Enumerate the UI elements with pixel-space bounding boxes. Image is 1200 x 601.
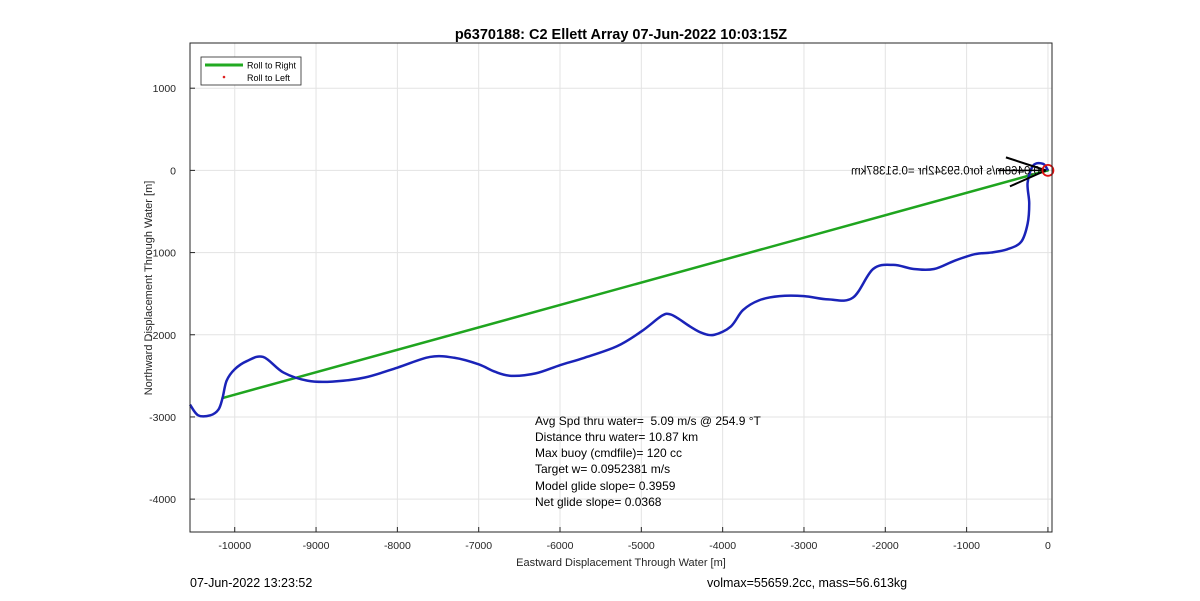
x-tick-label: -8000 bbox=[384, 540, 411, 552]
x-tick-label: -4000 bbox=[709, 540, 736, 552]
y-tick-label: 1000 bbox=[153, 83, 177, 95]
arrow-head-line bbox=[1005, 156, 1047, 172]
x-tick-label: -9000 bbox=[303, 540, 330, 552]
y-tick-label: -1000 bbox=[149, 248, 176, 260]
grid-lines bbox=[190, 43, 1052, 532]
stat-target-w: Target w= 0.0952381 m/s bbox=[535, 462, 670, 476]
x-tick-label: -3000 bbox=[791, 540, 818, 552]
axes-box bbox=[189, 42, 1053, 533]
y-tick-label: -3000 bbox=[149, 412, 176, 424]
y-tick-label: -2000 bbox=[149, 330, 176, 342]
stat-net-glide-slope: Net glide slope= 0.0368 bbox=[535, 495, 662, 509]
x-tick-label: -2000 bbox=[872, 540, 899, 552]
legend-box bbox=[200, 56, 302, 86]
arrow-icon bbox=[997, 156, 1047, 188]
x-tick-label: 0 bbox=[1045, 540, 1051, 552]
footer-timestamp: 07-Jun-2022 13:23:52 bbox=[190, 576, 313, 590]
legend-label-roll-right: Roll to Right bbox=[247, 61, 297, 71]
y-tick-label: -4000 bbox=[149, 494, 176, 506]
series-line-trajectory bbox=[188, 161, 1049, 418]
y-tick-label: 0 bbox=[170, 165, 176, 177]
x-tick-label: -7000 bbox=[465, 540, 492, 552]
legend-swatch-roll-left bbox=[222, 75, 226, 79]
y-axis-label: Northward Displacement Through Water [m] bbox=[143, 181, 155, 396]
start-marker bbox=[1041, 163, 1055, 177]
legend-label-roll-left: Roll to Left bbox=[247, 73, 291, 83]
stats-box: Avg Spd thru water= 5.09 m/s @ 254.9 °T … bbox=[535, 414, 762, 509]
mirrored-annotation: 0.0468m/s for0.59342hr =0.51387km bbox=[851, 165, 1040, 177]
x-tick-label: -6000 bbox=[547, 540, 574, 552]
arrow-head-line bbox=[1009, 169, 1047, 188]
x-tick-label: -1000 bbox=[953, 540, 980, 552]
series-layer: 0.0468m/s for0.59342hr =0.51387km bbox=[188, 156, 1055, 418]
x-tick-label: -5000 bbox=[628, 540, 655, 552]
x-tick-label: -10000 bbox=[218, 540, 251, 552]
stat-avg-speed: Avg Spd thru water= 5.09 m/s @ 254.9 °T bbox=[535, 414, 762, 428]
chart-title: p6370188: C2 Ellett Array 07-Jun-2022 10… bbox=[455, 27, 787, 43]
footer-volmax-mass: volmax=55659.2cc, mass=56.613kg bbox=[707, 576, 908, 590]
stat-model-glide-slope: Model glide slope= 0.3959 bbox=[535, 479, 676, 493]
stat-max-buoy: Max buoy (cmdfile)= 120 cc bbox=[535, 446, 682, 460]
stat-distance: Distance thru water= 10.87 km bbox=[535, 430, 698, 444]
series-line-roll-to-right bbox=[221, 169, 1050, 400]
legend: Roll to Right Roll to Left bbox=[200, 56, 302, 86]
x-axis-label: Eastward Displacement Through Water [m] bbox=[516, 557, 726, 569]
tick-labels: -10000 -9000 -8000 -7000 -6000 -5000 -4000 -300… bbox=[149, 83, 1051, 552]
